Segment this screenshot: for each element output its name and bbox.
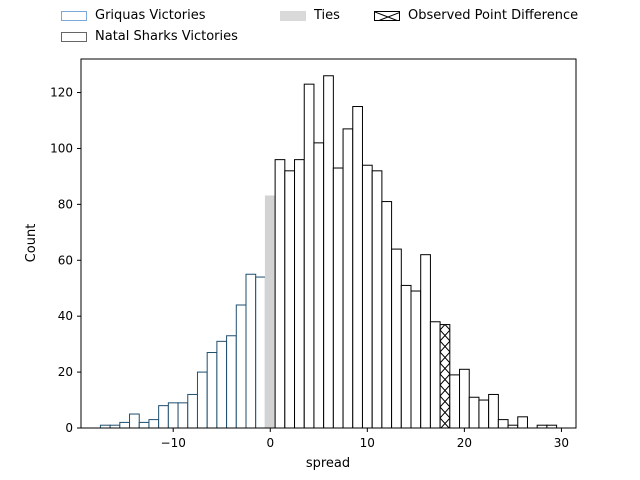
y-tick-label: 60 <box>58 253 73 267</box>
bar-griquas-victories--6 <box>206 352 218 429</box>
bar-natal-sharks-victories-12 <box>381 201 393 429</box>
bar-griquas-victories--14 <box>129 413 140 429</box>
bar-griquas-victories--5 <box>216 340 228 429</box>
bar-natal-sharks-victories-7 <box>332 167 344 429</box>
bar-griquas-victories--9 <box>177 402 189 429</box>
bar-ties-0 <box>264 195 276 429</box>
bar-natal-sharks-victories-22 <box>478 399 490 429</box>
bar-natal-sharks-victories-26 <box>517 416 528 429</box>
bar-natal-sharks-victories-6 <box>323 75 334 429</box>
bar-natal-sharks-victories-8 <box>342 128 354 429</box>
bar-natal-sharks-victories-21 <box>468 396 480 429</box>
bar-natal-sharks-victories-13 <box>391 248 402 429</box>
legend-label-observed: Observed Point Difference <box>408 8 579 23</box>
x-tick-label: 10 <box>360 436 375 450</box>
bar-natal-sharks-victories-11 <box>371 170 383 429</box>
y-tick-label: 20 <box>58 365 73 379</box>
bar-natal-sharks-victories-15 <box>410 290 422 429</box>
legend-swatch-ties <box>280 10 306 21</box>
legend-label-griquas: Griquas Victories <box>95 8 206 23</box>
bar-griquas-victories--13 <box>138 421 150 429</box>
bar-natal-sharks-victories-19 <box>449 374 461 429</box>
bar-griquas-victories--1 <box>255 276 266 429</box>
bar-natal-sharks-victories-24 <box>497 419 509 429</box>
x-tick-label: −10 <box>161 436 186 450</box>
legend-swatch-griquas <box>61 10 87 21</box>
bar-griquas-victories--12 <box>148 419 160 429</box>
bar-natal-sharks-victories-10 <box>361 164 373 429</box>
bar-natal-sharks-victories-18 <box>439 324 451 429</box>
x-tick-label: 30 <box>554 436 569 450</box>
x-axis: −10 0 10 20 30 <box>161 428 569 450</box>
legend-swatch-observed <box>374 10 400 21</box>
bar-natal-sharks-victories-9 <box>352 106 363 429</box>
legend-label-ties: Ties <box>314 8 340 23</box>
bar-griquas-victories--4 <box>226 335 237 429</box>
y-tick-label: 40 <box>58 309 73 323</box>
bar-natal-sharks-victories-14 <box>400 284 412 429</box>
x-tick-label: 0 <box>266 436 274 450</box>
bar-natal-sharks-victories-4 <box>303 83 315 429</box>
x-axis-label: spread <box>306 456 350 471</box>
bar-natal-sharks-victories-20 <box>459 368 470 429</box>
bar-natal-sharks-victories-1 <box>274 159 286 429</box>
bar-natal-sharks-victories-23 <box>488 393 499 429</box>
bar-griquas-victories--15 <box>119 421 131 429</box>
legend-swatch-natal-sharks <box>61 31 87 42</box>
legend-item-griquas: Griquas Victories <box>61 8 206 23</box>
legend-item-observed: Observed Point Difference <box>374 8 578 23</box>
bar-griquas-victories--7 <box>196 371 208 429</box>
y-tick-label: 80 <box>58 197 73 211</box>
y-tick-label: 120 <box>50 86 73 100</box>
y-tick-label: 100 <box>50 141 73 155</box>
bar-griquas-victories--3 <box>235 304 247 429</box>
bar-griquas-victories--10 <box>167 402 179 429</box>
bar-griquas-victories--11 <box>158 405 169 429</box>
bar-natal-sharks-victories-3 <box>294 159 305 429</box>
y-axis: 0 20 40 60 80 100 120 <box>50 86 81 435</box>
bar-natal-sharks-victories-2 <box>284 170 296 429</box>
bar-griquas-victories--8 <box>187 393 198 429</box>
bar-griquas-victories--2 <box>245 273 257 429</box>
legend-item-ties: Ties <box>280 8 340 23</box>
bar-natal-sharks-victories-16 <box>420 254 431 429</box>
bar-natal-sharks-victories-5 <box>313 142 325 429</box>
x-tick-label: 20 <box>457 436 472 450</box>
plot-frame <box>80 58 577 429</box>
legend-item-natal-sharks: Natal Sharks Victories <box>61 29 238 44</box>
legend-label-natal-sharks: Natal Sharks Victories <box>95 29 238 44</box>
y-axis-label: Count <box>24 224 39 263</box>
bar-natal-sharks-victories-17 <box>429 321 441 429</box>
y-tick-label: 0 <box>65 421 73 435</box>
